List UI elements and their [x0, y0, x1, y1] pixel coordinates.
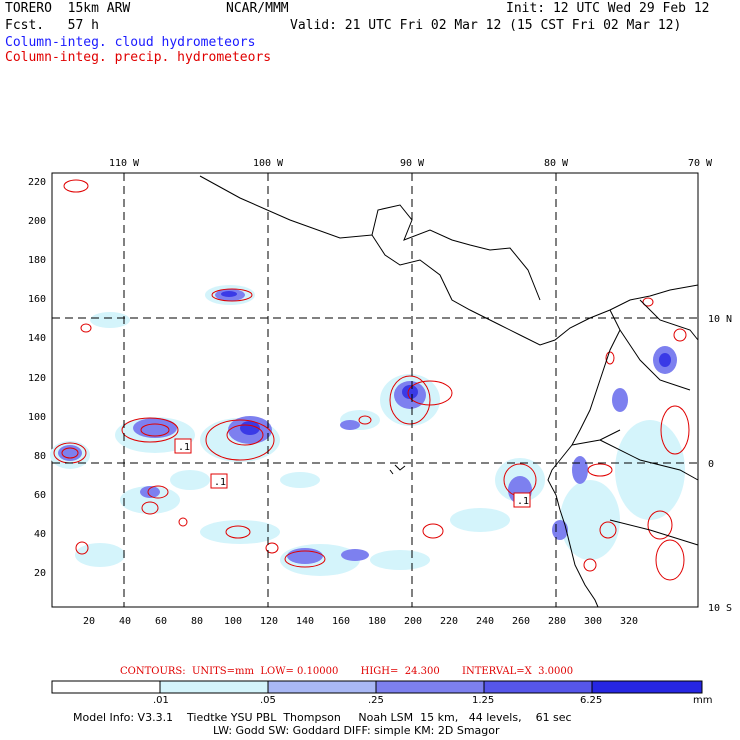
x-tick: 180	[368, 616, 386, 627]
y-tick: 40	[34, 529, 46, 540]
lat-labels: 10 N 0 10 S	[708, 314, 732, 614]
contours-info: CONTOURS: UNITS=mm LOW= 0.10000 HIGH= 24…	[120, 666, 574, 677]
colorbar-unit: mm	[693, 695, 713, 706]
precip-field-label: Column-integ. precip. hydrometeors	[5, 50, 272, 65]
model-info-line2: LW: Godd SW: Goddard DIFF: simple KM: 2D…	[213, 724, 500, 737]
y-tick: 180	[28, 255, 46, 266]
x-tick: 120	[260, 616, 278, 627]
model-name: TORERO 15km ARW	[5, 1, 131, 16]
box-label-1: .1	[178, 442, 190, 453]
x-tick: 20	[83, 616, 95, 627]
colorbar-label-5: 6.25	[580, 695, 603, 706]
y-tick: 140	[28, 333, 46, 344]
y-tick: 220	[28, 177, 46, 188]
x-tick-labels: 20 40 60 80 100 120 140 160 180 200 220 …	[83, 616, 638, 627]
lon-labels: 110 W 100 W 90 W 80 W 70 W	[109, 158, 713, 169]
x-tick: 160	[332, 616, 350, 627]
x-tick: 220	[440, 616, 458, 627]
lat-label-10n: 10 N	[708, 314, 732, 325]
y-tick-labels: 220 200 180 160 140 120 100 80 60 40 20	[28, 177, 46, 579]
x-tick: 100	[224, 616, 242, 627]
init-time: Init: 12 UTC Wed 29 Feb 12	[506, 1, 710, 16]
box-label-3: .1	[517, 496, 529, 507]
model-info-line1: Model Info: V3.3.1 Tiedtke YSU PBL Thomp…	[73, 711, 572, 724]
center-name: NCAR/MMM	[226, 1, 289, 16]
y-tick: 60	[34, 490, 46, 501]
y-tick: 120	[28, 373, 46, 384]
box-labels: .1 .1 .1	[174, 438, 531, 508]
cloud-field-label: Column-integ. cloud hydrometeors	[5, 35, 256, 50]
y-tick: 200	[28, 216, 46, 227]
y-tick: 160	[28, 294, 46, 305]
y-tick: 100	[28, 412, 46, 423]
lon-label-90w: 90 W	[400, 158, 425, 169]
box-label-2: .1	[214, 477, 226, 488]
x-tick: 200	[404, 616, 422, 627]
valid-time: Valid: 21 UTC Fri 02 Mar 12 (15 CST Fri …	[290, 18, 682, 33]
x-tick: 300	[584, 616, 602, 627]
x-tick: 80	[191, 616, 203, 627]
x-tick: 40	[119, 616, 131, 627]
x-tick: 260	[512, 616, 530, 627]
x-tick: 140	[296, 616, 314, 627]
x-tick: 60	[155, 616, 167, 627]
lat-label-0: 0	[708, 459, 714, 470]
colorbar	[51, 680, 703, 694]
colorbar-label-1: .01	[153, 695, 169, 706]
colorbar-label-3: .25	[368, 695, 384, 706]
x-tick: 320	[620, 616, 638, 627]
lat-label-10s: 10 S	[708, 603, 732, 614]
colorbar-label-4: 1.25	[472, 695, 495, 706]
graticule	[52, 173, 698, 607]
colorbar-label-2: .05	[260, 695, 276, 706]
lon-label-110w: 110 W	[109, 158, 140, 169]
y-tick: 20	[34, 568, 46, 579]
lon-label-70w: 70 W	[688, 158, 713, 169]
y-tick: 80	[34, 451, 46, 462]
lon-label-80w: 80 W	[544, 158, 569, 169]
x-tick: 240	[476, 616, 494, 627]
x-tick: 280	[548, 616, 566, 627]
forecast-hour: Fcst. 57 h	[5, 18, 99, 33]
lon-label-100w: 100 W	[253, 158, 284, 169]
